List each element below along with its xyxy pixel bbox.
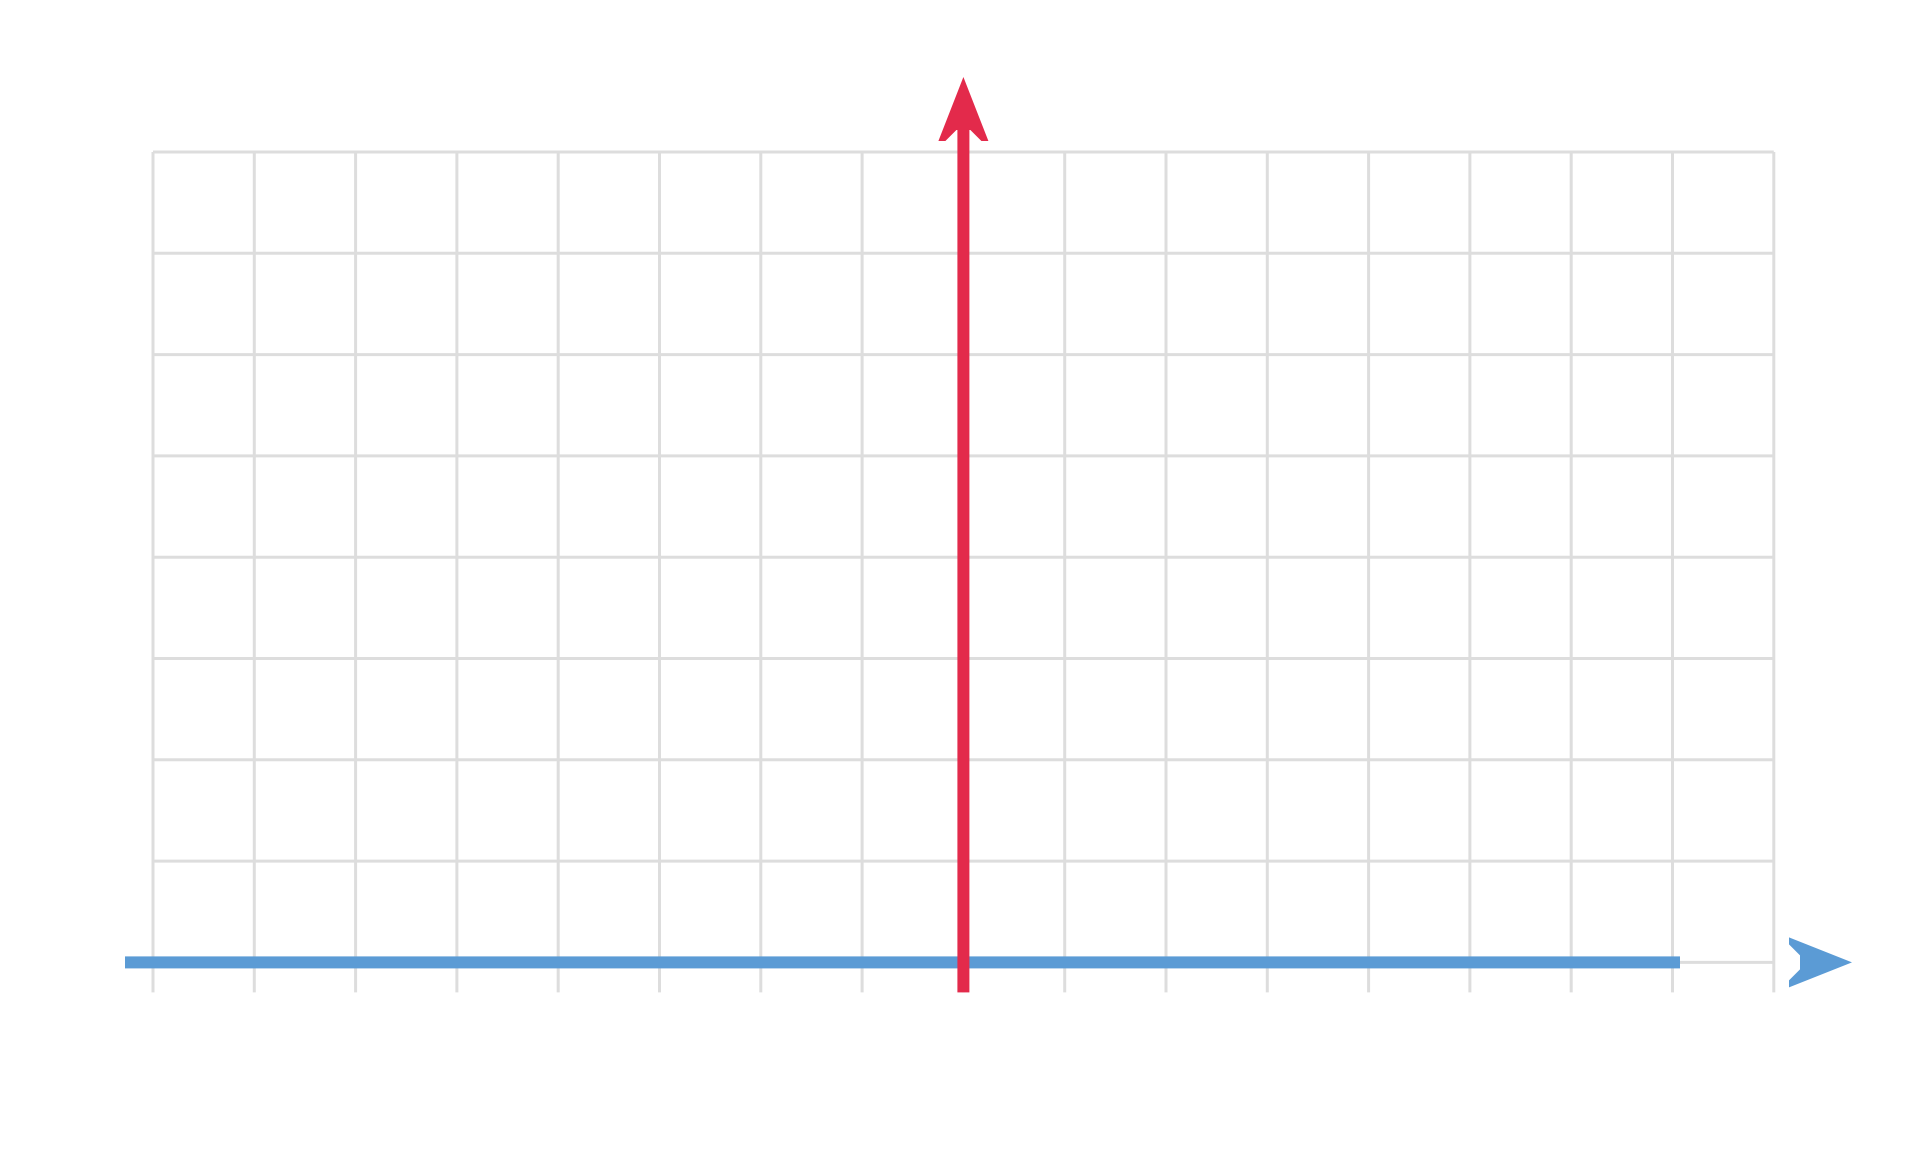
y-axis-line: [957, 125, 970, 993]
x-axis: [125, 937, 1852, 988]
x-axis-line: [125, 956, 1680, 969]
y-axis-arrowhead: [938, 77, 989, 141]
y-axis: [938, 77, 989, 993]
x-axis-arrowhead: [1789, 937, 1852, 988]
